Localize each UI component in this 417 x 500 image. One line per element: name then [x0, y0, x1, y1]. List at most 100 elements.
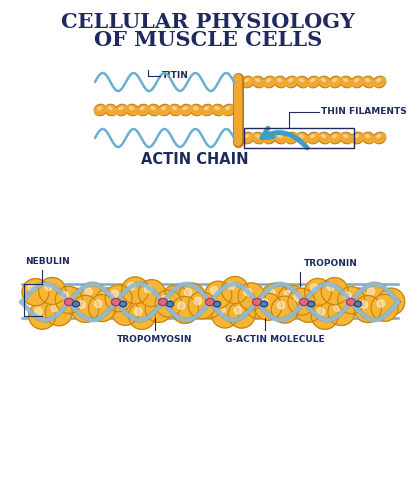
Circle shape [267, 288, 275, 296]
Ellipse shape [286, 77, 297, 87]
Circle shape [79, 282, 106, 310]
Ellipse shape [333, 135, 337, 138]
Circle shape [244, 288, 251, 296]
Ellipse shape [311, 79, 315, 82]
Circle shape [278, 285, 305, 312]
Ellipse shape [261, 301, 267, 306]
Ellipse shape [158, 298, 168, 306]
Text: ACTIN CHAIN: ACTIN CHAIN [141, 152, 249, 168]
Circle shape [360, 301, 368, 308]
Circle shape [128, 302, 156, 330]
Ellipse shape [377, 79, 381, 82]
Text: OF MUSCLE CELLS: OF MUSCLE CELLS [94, 30, 322, 50]
Ellipse shape [166, 301, 173, 306]
Ellipse shape [297, 133, 308, 143]
Circle shape [85, 288, 92, 296]
Circle shape [168, 290, 175, 298]
Ellipse shape [120, 301, 126, 306]
Ellipse shape [252, 132, 265, 143]
Ellipse shape [266, 135, 271, 138]
Ellipse shape [296, 76, 309, 88]
Circle shape [144, 285, 152, 292]
Circle shape [39, 278, 65, 304]
Circle shape [72, 296, 99, 322]
Ellipse shape [289, 135, 293, 138]
Ellipse shape [194, 107, 198, 110]
Circle shape [178, 302, 185, 310]
Circle shape [134, 308, 142, 316]
Circle shape [178, 283, 205, 310]
Ellipse shape [322, 135, 326, 138]
Ellipse shape [347, 298, 356, 306]
Ellipse shape [253, 133, 264, 143]
Ellipse shape [127, 105, 138, 115]
Circle shape [354, 296, 382, 322]
Circle shape [112, 298, 139, 326]
Ellipse shape [344, 135, 348, 138]
Ellipse shape [119, 107, 123, 110]
Circle shape [378, 288, 405, 315]
Circle shape [201, 297, 208, 304]
Ellipse shape [172, 107, 176, 110]
Ellipse shape [340, 132, 353, 143]
Ellipse shape [191, 105, 202, 115]
FancyArrowPatch shape [262, 128, 307, 148]
Ellipse shape [354, 79, 359, 82]
Ellipse shape [126, 104, 138, 116]
Text: TROPOMYOSIN: TROPOMYOSIN [117, 336, 193, 344]
Ellipse shape [340, 76, 353, 88]
Circle shape [118, 304, 126, 312]
Circle shape [328, 298, 355, 326]
Ellipse shape [253, 77, 264, 87]
Ellipse shape [354, 301, 362, 306]
Circle shape [88, 294, 116, 322]
Circle shape [288, 288, 315, 315]
Ellipse shape [140, 107, 144, 110]
Ellipse shape [377, 135, 381, 138]
Circle shape [51, 304, 59, 312]
Ellipse shape [296, 132, 309, 143]
Ellipse shape [170, 105, 181, 115]
Ellipse shape [158, 298, 168, 306]
Ellipse shape [106, 105, 117, 115]
Ellipse shape [278, 135, 281, 138]
Ellipse shape [351, 132, 364, 143]
Ellipse shape [111, 298, 121, 306]
Ellipse shape [308, 133, 319, 143]
Ellipse shape [352, 133, 363, 143]
Ellipse shape [159, 105, 170, 115]
Ellipse shape [299, 79, 304, 82]
Circle shape [271, 296, 298, 323]
Ellipse shape [261, 301, 267, 306]
Circle shape [68, 294, 75, 302]
Ellipse shape [201, 104, 214, 116]
Ellipse shape [274, 132, 286, 143]
Ellipse shape [73, 301, 80, 306]
Ellipse shape [307, 132, 320, 143]
Circle shape [218, 306, 225, 314]
Circle shape [145, 296, 172, 322]
Ellipse shape [373, 76, 386, 88]
Circle shape [151, 301, 158, 308]
Circle shape [294, 294, 301, 301]
Circle shape [45, 283, 52, 290]
Ellipse shape [242, 133, 253, 143]
Ellipse shape [148, 105, 159, 115]
Circle shape [361, 282, 388, 310]
Ellipse shape [363, 77, 374, 87]
Ellipse shape [285, 76, 298, 88]
Circle shape [162, 285, 189, 312]
Ellipse shape [352, 77, 363, 87]
Ellipse shape [308, 77, 319, 87]
Ellipse shape [307, 301, 314, 306]
Ellipse shape [206, 298, 214, 306]
Ellipse shape [322, 79, 326, 82]
Ellipse shape [266, 79, 271, 82]
Ellipse shape [65, 298, 73, 306]
Circle shape [61, 292, 69, 300]
Ellipse shape [297, 77, 308, 87]
Ellipse shape [307, 76, 320, 88]
Circle shape [28, 284, 35, 292]
Ellipse shape [201, 105, 213, 115]
Ellipse shape [274, 76, 286, 88]
